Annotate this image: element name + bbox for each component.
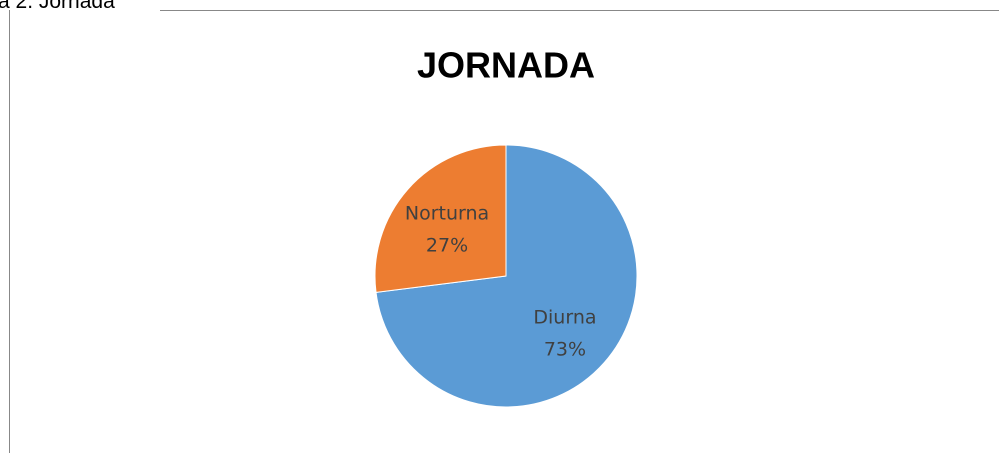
pie-slice — [374, 144, 507, 293]
chart-title: JORNADA — [417, 45, 595, 86]
caption: a 2. Jornada — [0, 0, 115, 13]
slice-label: Diurna — [533, 306, 596, 328]
slice-value-label: 27% — [426, 235, 468, 257]
slice-label: Norturna — [405, 203, 489, 225]
slice-value-label: 73% — [544, 338, 586, 360]
